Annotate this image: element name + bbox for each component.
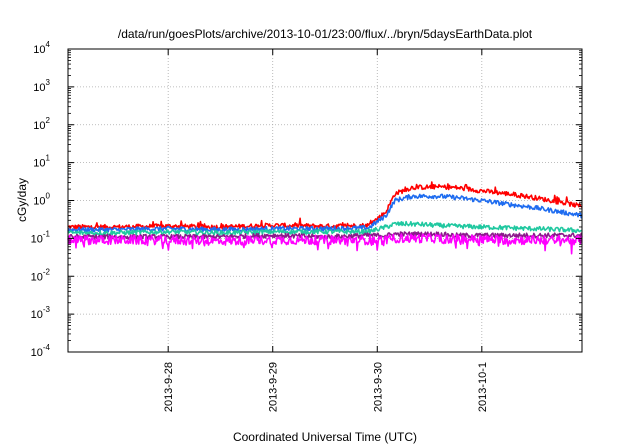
series-line-2 bbox=[67, 193, 583, 233]
ticks: 10-4 10-3 10-2 10-1 100 101 102 103 104 2013-9-28… bbox=[31, 40, 582, 412]
series-line-3 bbox=[67, 220, 583, 236]
y-tick-label: 10-3 bbox=[31, 305, 51, 321]
x-tick-label: 2013-9-28 bbox=[163, 362, 175, 412]
x-tick-label: 2013-9-30 bbox=[372, 362, 384, 412]
y-tick-label: 104 bbox=[33, 40, 50, 56]
grid bbox=[68, 49, 582, 352]
y-tick-label: 101 bbox=[33, 154, 50, 170]
y-tick-label: 100 bbox=[33, 192, 50, 208]
chart-title: /data/run/goesPlots/archive/2013-10-01/2… bbox=[118, 27, 533, 41]
plot-frame bbox=[67, 48, 583, 353]
x-axis-label: Coordinated Universal Time (UTC) bbox=[233, 430, 417, 444]
series-layer bbox=[67, 181, 583, 255]
y-axis-label: cGy/day bbox=[15, 178, 29, 222]
x-tick-label: 2013-9-29 bbox=[268, 362, 280, 412]
y-tick-label: 10-1 bbox=[31, 229, 51, 245]
y-tick-label: 102 bbox=[33, 116, 50, 132]
series-line-5 bbox=[67, 233, 583, 255]
y-tick-label: 10-2 bbox=[31, 267, 51, 283]
series-line-1 bbox=[67, 181, 583, 231]
y-tick-label: 10-4 bbox=[31, 343, 51, 359]
x-tick-label: 2013-10-1 bbox=[477, 362, 489, 412]
y-tick-label: 103 bbox=[33, 78, 50, 94]
